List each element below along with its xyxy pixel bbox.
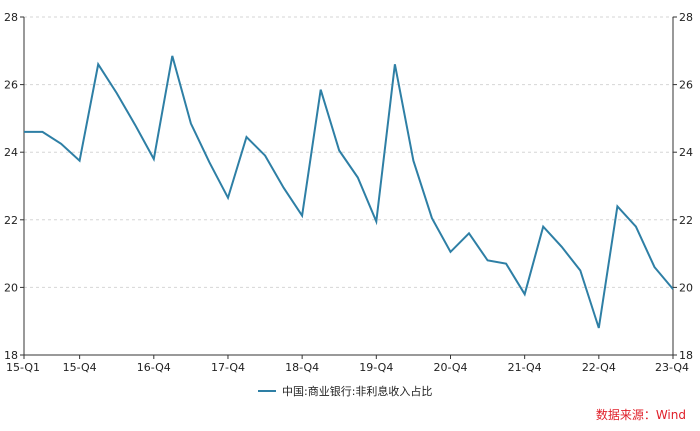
- y-tick-label-right: 20: [679, 281, 693, 294]
- y-tick-label-right: 26: [679, 79, 693, 92]
- x-tick-label: 16-Q4: [137, 361, 171, 374]
- y-axis-left-ticks: 18 20 22 24 26 28: [4, 11, 24, 362]
- grid-lines: [24, 16, 673, 288]
- y-tick-label: 28: [4, 11, 18, 24]
- x-tick-label: 15-Q1: [6, 361, 40, 374]
- series-layer: [24, 55, 674, 329]
- x-tick-label: 20-Q4: [433, 361, 467, 374]
- axes: [23, 17, 674, 356]
- x-tick-label: 21-Q4: [508, 361, 542, 374]
- series-line: [24, 55, 674, 329]
- x-tick-label: 18-Q4: [285, 361, 319, 374]
- x-axis-ticks: 15-Q1 15-Q4 16-Q4 17-Q4 18-Q4 19-Q4 20-Q4 21-Q4…: [6, 355, 689, 374]
- y-tick-label: 24: [4, 146, 18, 159]
- y-tick-label-right: 24: [679, 146, 693, 159]
- y-axis-right-ticks: 18 20 22 24 26 28: [673, 11, 693, 362]
- y-tick-label: 26: [4, 79, 18, 92]
- legend: 中国:商业银行:非利息收入占比: [258, 383, 432, 399]
- y-tick-label: 20: [4, 281, 18, 294]
- x-tick-label: 19-Q4: [359, 361, 393, 374]
- y-tick-label: 22: [4, 214, 18, 227]
- y-tick-label-right: 28: [679, 11, 693, 24]
- legend-label: 中国:商业银行:非利息收入占比: [282, 385, 433, 398]
- x-tick-label: 22-Q4: [582, 361, 616, 374]
- legend-swatch: [258, 390, 276, 392]
- x-tick-label: 17-Q4: [211, 361, 245, 374]
- data-source-note: 数据来源：Wind: [595, 408, 686, 422]
- x-tick-label: 23-Q4: [655, 361, 689, 374]
- x-tick-label: 15-Q4: [63, 361, 97, 374]
- y-tick-label: 18: [4, 349, 18, 362]
- y-tick-label-right: 22: [679, 214, 693, 227]
- y-tick-label-right: 18: [679, 349, 693, 362]
